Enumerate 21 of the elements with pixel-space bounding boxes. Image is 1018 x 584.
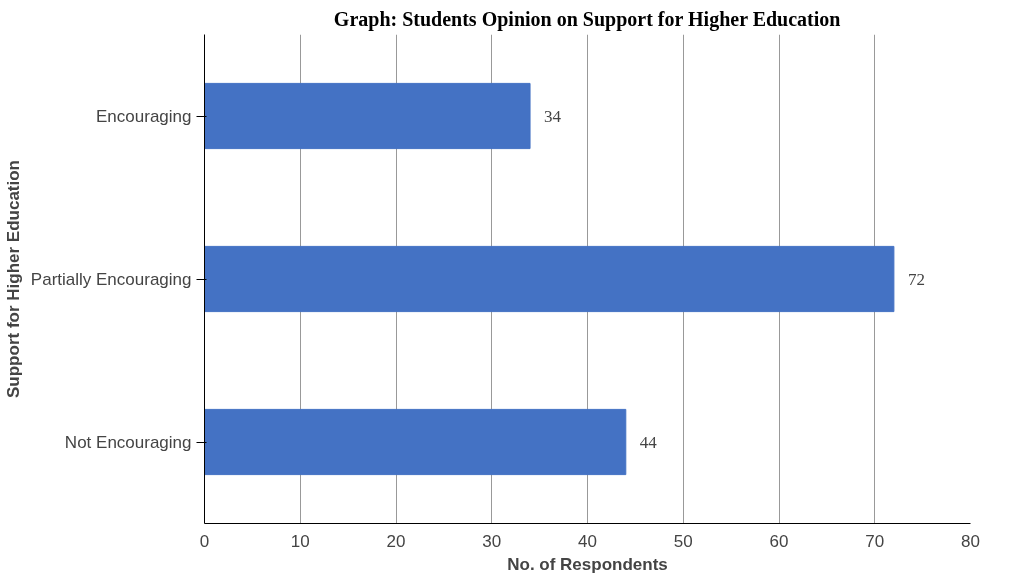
x-tick-label: 0 <box>199 531 210 551</box>
x-tick-label: 40 <box>578 531 597 551</box>
x-tick-label: 30 <box>482 531 502 551</box>
x-tick-label: 80 <box>961 531 980 551</box>
data-label: 34 <box>544 106 562 126</box>
bar <box>204 245 895 313</box>
chart-title: Graph: Students Opinion on Support for Higher Education <box>333 7 841 31</box>
y-tick-label: Not Encouraging <box>64 432 192 452</box>
x-tick-label: 60 <box>769 531 789 551</box>
x-tick-label: 20 <box>386 531 406 551</box>
data-label: 72 <box>907 269 925 289</box>
bar <box>204 408 627 476</box>
x-tick-label: 70 <box>865 531 885 551</box>
y-tick-label: Encouraging <box>96 106 192 126</box>
x-tick-label: 50 <box>673 531 693 551</box>
y-tick-label: Partially Encouraging <box>30 269 192 289</box>
y-axis-title: Support for Higher Education <box>3 160 23 398</box>
data-label: 44 <box>639 432 658 452</box>
bar <box>204 82 531 150</box>
x-axis-title: No. of Respondents <box>507 554 668 574</box>
x-tick-label: 10 <box>290 531 310 551</box>
